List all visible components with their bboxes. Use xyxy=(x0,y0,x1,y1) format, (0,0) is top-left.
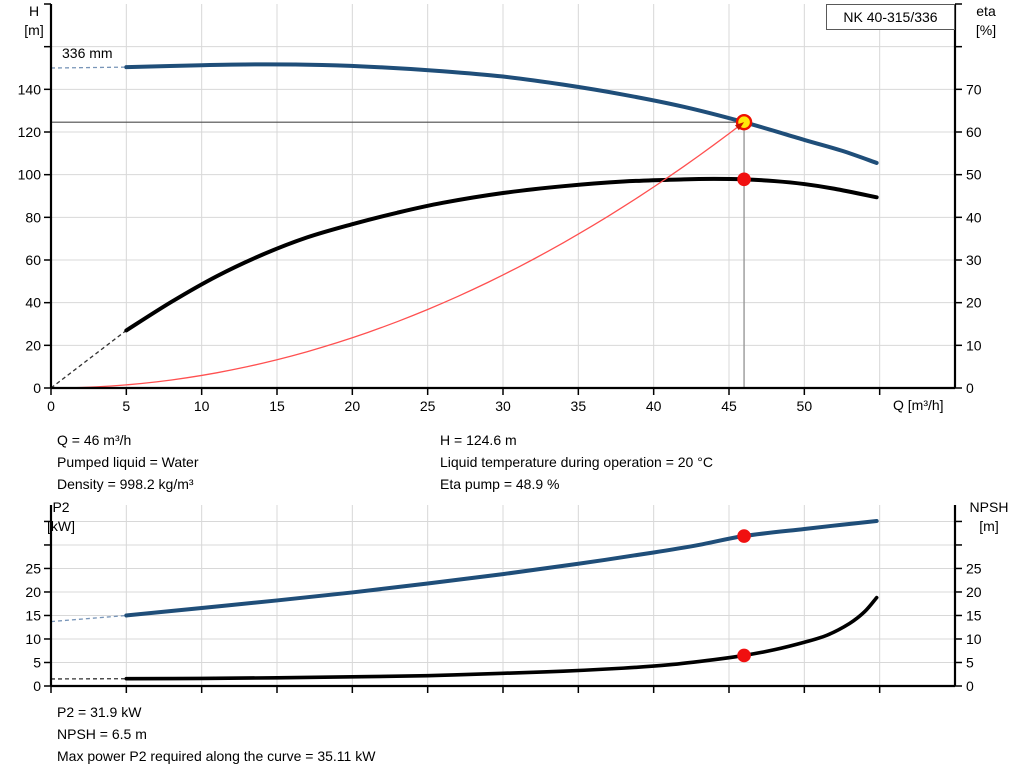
system-curve-path xyxy=(50,121,745,389)
x-tick-label: 20 xyxy=(345,398,361,414)
y-left-tick-label: 120 xyxy=(18,124,42,140)
x-tick-label: 10 xyxy=(194,398,210,414)
y-left-tick-label: 15 xyxy=(25,607,41,623)
x-tick-label: 15 xyxy=(269,398,285,414)
y-left-tick-label: 100 xyxy=(18,167,42,183)
impeller-diameter-label: 336 mm xyxy=(62,45,113,61)
npsh-axis-label: NPSH [m] xyxy=(962,498,1016,536)
result-npsh: NPSH = 6.5 m xyxy=(57,726,147,742)
info-eta-pump: Eta pump = 48.9 % xyxy=(440,476,560,492)
info-flow: Q = 46 m³/h xyxy=(57,432,132,448)
y-left-tick-label: 80 xyxy=(25,209,41,225)
pump-type-box: NK 40-315/336 xyxy=(826,4,955,30)
y-left-tick-label: 140 xyxy=(18,81,42,97)
h-axis-label-line2: [m] xyxy=(24,22,44,38)
efficiency-curve-path xyxy=(124,176,879,333)
npsh-curve-operating-point xyxy=(737,648,751,663)
y-right-tick-label: 50 xyxy=(966,167,982,183)
x-tick-label: 40 xyxy=(646,398,662,414)
h-axis-label: H [m] xyxy=(16,2,52,40)
result-max-power: Max power P2 required along the curve = … xyxy=(57,748,376,764)
x-tick-label: 5 xyxy=(122,398,130,414)
npsh-axis-label-line1: NPSH xyxy=(969,499,1009,515)
p2-axis-label: P2 [kW] xyxy=(42,498,80,536)
y-left-tick-label: 25 xyxy=(25,560,41,576)
x-tick-label: 35 xyxy=(571,398,587,414)
x-tick-label: 50 xyxy=(797,398,813,414)
p2-curve-path xyxy=(124,518,879,618)
result-panel: P2 = 31.9 kW NPSH = 6.5 m Max power P2 r… xyxy=(57,701,375,767)
y-left-tick-label: 5 xyxy=(33,654,41,670)
x-tick-label: 25 xyxy=(420,398,436,414)
y-right-tick-label: 20 xyxy=(966,295,982,311)
y-right-tick-label: 0 xyxy=(966,380,974,396)
y-right-tick-label: 10 xyxy=(966,631,982,647)
p2-curve-dashed-lead xyxy=(50,614,127,623)
y-left-tick-label: 10 xyxy=(25,631,41,647)
q-axis-label: Q [m³/h] xyxy=(893,397,944,413)
efficiency-operating-point xyxy=(737,172,751,187)
npsh-curve-path xyxy=(124,595,879,681)
info-panel-right: H = 124.6 m Liquid temperature during op… xyxy=(440,429,713,495)
eta-axis-label-line2: [%] xyxy=(975,22,997,38)
result-p2: P2 = 31.9 kW xyxy=(57,704,142,720)
p2-curve-operating-point xyxy=(737,529,751,543)
info-panel-left: Q = 46 m³/h Pumped liquid = Water Densit… xyxy=(57,429,199,495)
system-curve-arrowhead xyxy=(734,122,745,131)
y-right-tick-label: 70 xyxy=(966,81,982,97)
y-left-tick-label: 20 xyxy=(25,584,41,600)
info-pumped-liquid: Pumped liquid = Water xyxy=(57,454,199,470)
p2-axis-label-line1: P2 xyxy=(52,499,70,515)
x-tick-label: 30 xyxy=(495,398,511,414)
pump-type-label: NK 40-315/336 xyxy=(843,8,938,25)
x-tick-label: 45 xyxy=(721,398,737,414)
info-head: H = 124.6 m xyxy=(440,432,517,448)
y-right-tick-label: 40 xyxy=(966,209,982,225)
eta-axis-label: eta [%] xyxy=(963,2,1009,40)
efficiency-curve-dashed-lead xyxy=(50,329,127,389)
x-tick-label: 0 xyxy=(47,398,55,414)
y-right-tick-label: 10 xyxy=(966,337,982,353)
p2-axis-label-line2: [kW] xyxy=(47,518,75,534)
y-right-tick-label: 60 xyxy=(966,124,982,140)
info-liquid-temperature: Liquid temperature during operation = 20… xyxy=(440,454,713,470)
y-left-tick-label: 60 xyxy=(25,252,41,268)
y-right-tick-label: 20 xyxy=(966,584,982,600)
info-density: Density = 998.2 kg/m³ xyxy=(57,476,194,492)
head-curve-path xyxy=(124,62,879,165)
y-left-tick-label: 40 xyxy=(25,295,41,311)
y-right-tick-label: 5 xyxy=(966,654,974,670)
h-axis-label-line1: H xyxy=(28,3,40,19)
head-curve-dashed-lead xyxy=(50,66,127,69)
y-right-tick-label: 0 xyxy=(966,678,974,694)
npsh-axis-label-line2: [m] xyxy=(979,518,999,534)
eta-axis-label-line1: eta xyxy=(976,3,996,19)
y-right-tick-label: 25 xyxy=(966,560,982,576)
y-left-tick-label: 0 xyxy=(33,380,41,396)
y-left-tick-label: 20 xyxy=(25,337,41,353)
y-left-tick-label: 0 xyxy=(33,678,41,694)
y-right-tick-label: 15 xyxy=(966,607,982,623)
y-right-tick-label: 30 xyxy=(966,252,982,268)
